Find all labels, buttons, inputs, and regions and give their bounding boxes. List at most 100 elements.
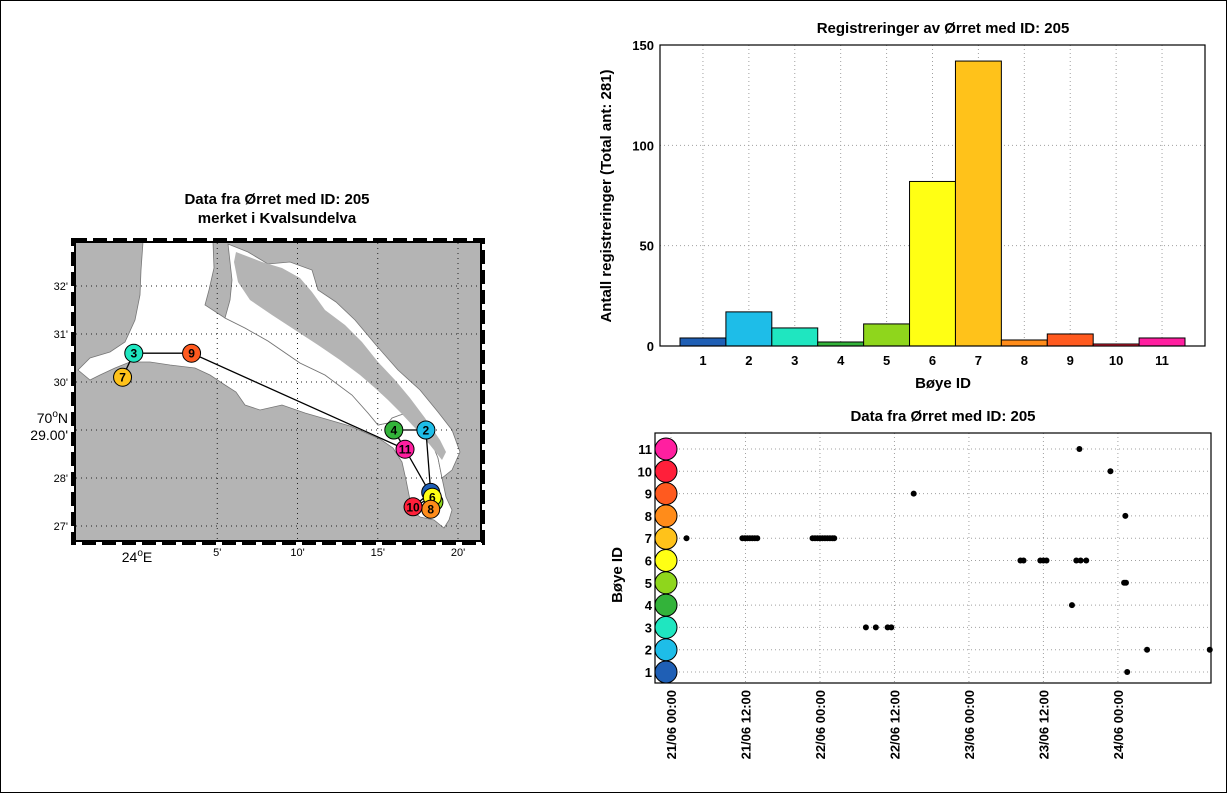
map-buoy-10-marker bbox=[403, 497, 423, 517]
timeline-point bbox=[888, 624, 895, 631]
timeline-buoy-1-marker bbox=[654, 660, 678, 684]
map-lat-tick: 31' bbox=[54, 329, 68, 341]
timeline-buoy-6-marker bbox=[654, 549, 678, 572]
timeline-ytick-label: 3 bbox=[645, 620, 652, 635]
timeline-xtick-label: 22/06 00:00 bbox=[813, 690, 828, 759]
bar-chart-title: Registreringer av Ørret med ID: 205 bbox=[817, 20, 1070, 37]
timeline-point bbox=[1068, 602, 1075, 609]
bar-xtick-label: 10 bbox=[1109, 353, 1123, 368]
timeline-buoy-10-marker bbox=[654, 459, 678, 483]
timeline-xtick-label: 21/06 12:00 bbox=[738, 690, 753, 759]
map-lon-origin-label: 24oE bbox=[122, 548, 152, 565]
timeline-point bbox=[1144, 646, 1151, 653]
bar-ytick-label: 50 bbox=[640, 239, 654, 254]
bar-ytick-label: 150 bbox=[632, 38, 654, 53]
timeline-buoy-3-marker bbox=[654, 615, 678, 639]
timeline-point bbox=[1107, 468, 1114, 475]
timeline-buoy-11-marker bbox=[654, 437, 678, 461]
bar-xtick-label: 5 bbox=[883, 353, 890, 368]
timeline-buoy-2-marker bbox=[654, 638, 678, 662]
map-buoy-9-marker bbox=[182, 343, 202, 363]
timeline-point bbox=[1073, 557, 1080, 564]
timeline-ytick-label: 2 bbox=[645, 643, 652, 658]
bar-xtick-label: 4 bbox=[837, 353, 845, 368]
timeline-ytick-label: 11 bbox=[638, 442, 652, 457]
bar-buoy-1 bbox=[679, 337, 727, 347]
timeline-point bbox=[831, 535, 838, 542]
map-lat-label-prefix: 70oN bbox=[37, 409, 68, 426]
timeline-buoy-9-marker bbox=[654, 482, 678, 506]
bar-xtick-label: 2 bbox=[745, 353, 752, 368]
map-buoy-11-marker bbox=[395, 439, 415, 459]
fish-track bbox=[121, 352, 434, 508]
bar-xtick-label: 6 bbox=[929, 353, 936, 368]
timeline-axes bbox=[654, 432, 1212, 684]
map-lon-tick: 20' bbox=[451, 547, 465, 559]
map-buoy-3-label: 3 bbox=[130, 347, 137, 361]
bar-xtick-label: 3 bbox=[791, 353, 798, 368]
map-buoy-2-label: 2 bbox=[423, 424, 430, 438]
timeline-ytick-label: 8 bbox=[645, 509, 652, 524]
map-buoy-7-marker bbox=[113, 367, 133, 387]
bar-xtick-label: 11 bbox=[1155, 353, 1169, 368]
timeline-xtick-label: 22/06 12:00 bbox=[887, 690, 902, 759]
map-buoy-11-label: 11 bbox=[399, 443, 412, 457]
timeline-point bbox=[1083, 557, 1090, 564]
bar-chart-xlabel: Bøye ID bbox=[915, 375, 971, 392]
timeline-buoy-5-marker bbox=[654, 571, 678, 595]
timeline-xtick-label: 24/06 00:00 bbox=[1111, 690, 1126, 759]
timeline-xtick-label: 23/06 12:00 bbox=[1036, 690, 1051, 759]
timeline-point bbox=[1043, 557, 1050, 564]
timeline-ytick-label: 1 bbox=[645, 665, 652, 680]
map-shore bbox=[234, 252, 446, 460]
timeline-buoy-4-marker bbox=[654, 593, 678, 617]
map-buoy-6-label: 6 bbox=[429, 491, 436, 505]
map-lat-tick: 27' bbox=[54, 521, 68, 533]
bar-xtick-label: 1 bbox=[699, 353, 706, 368]
timeline-point bbox=[910, 490, 917, 497]
map-panel: Data fra Ørret med ID: 205 merket i Kval… bbox=[30, 191, 485, 565]
timeline-point bbox=[1076, 446, 1083, 452]
bar-buoy-7 bbox=[954, 60, 1002, 347]
map-buoy-8-label: 8 bbox=[427, 503, 434, 517]
map-buoy-4-label: 4 bbox=[390, 424, 397, 438]
map-frame-dashes bbox=[71, 238, 485, 545]
bar-buoy-11 bbox=[1138, 337, 1186, 347]
map-buoy-2-marker bbox=[416, 420, 436, 440]
timeline-ylabel: Bøye ID bbox=[609, 547, 626, 603]
map-lat-tick: 32' bbox=[54, 281, 68, 293]
timeline-point bbox=[1020, 557, 1027, 564]
timeline-point bbox=[754, 535, 761, 542]
map-buoy-10-label: 10 bbox=[406, 500, 420, 514]
bar-chart-ylabel: Antall registreringer (Total ant: 281) bbox=[598, 69, 615, 322]
bar-buoy-5 bbox=[863, 323, 911, 347]
bar-xtick-label: 7 bbox=[975, 353, 982, 368]
bar-chart-axes bbox=[659, 44, 1206, 347]
timeline-point bbox=[1077, 557, 1084, 564]
timeline-title: Data fra Ørret med ID: 205 bbox=[850, 408, 1035, 425]
timeline-ytick-label: 7 bbox=[645, 531, 652, 546]
map-buoy-7-label: 7 bbox=[119, 371, 126, 385]
map-lat-tick: 30' bbox=[54, 377, 68, 389]
map-buoy-9-label: 9 bbox=[188, 347, 195, 361]
bar-buoy-9 bbox=[1046, 333, 1094, 347]
timeline-point bbox=[872, 624, 879, 631]
bar-buoy-4 bbox=[817, 341, 865, 347]
timeline-xtick-label: 21/06 00:00 bbox=[664, 690, 679, 759]
map-title-line1: Data fra Ørret med ID: 205 bbox=[184, 191, 369, 208]
map-lon-tick: 10' bbox=[290, 547, 304, 559]
timeline-point bbox=[1122, 579, 1129, 586]
bar-ytick-label: 100 bbox=[632, 138, 654, 153]
timeline-chart-panel: Data fra Ørret med ID: 205 1 2 3 4 5 6 7 8 9 10 11… bbox=[609, 408, 1213, 759]
timeline-point bbox=[1124, 669, 1131, 675]
bar-chart-panel: Registreringer av Ørret med ID: 205 0 50 1… bbox=[598, 20, 1206, 392]
timeline-point bbox=[683, 535, 690, 542]
timeline-ytick-label: 4 bbox=[645, 598, 653, 613]
timeline-buoy-8-marker bbox=[654, 504, 678, 528]
bar-buoy-6 bbox=[909, 180, 956, 347]
bar-buoy-8 bbox=[1000, 339, 1048, 347]
bar-buoy-3 bbox=[771, 327, 819, 347]
map-lat-tick: 28' bbox=[54, 473, 68, 485]
